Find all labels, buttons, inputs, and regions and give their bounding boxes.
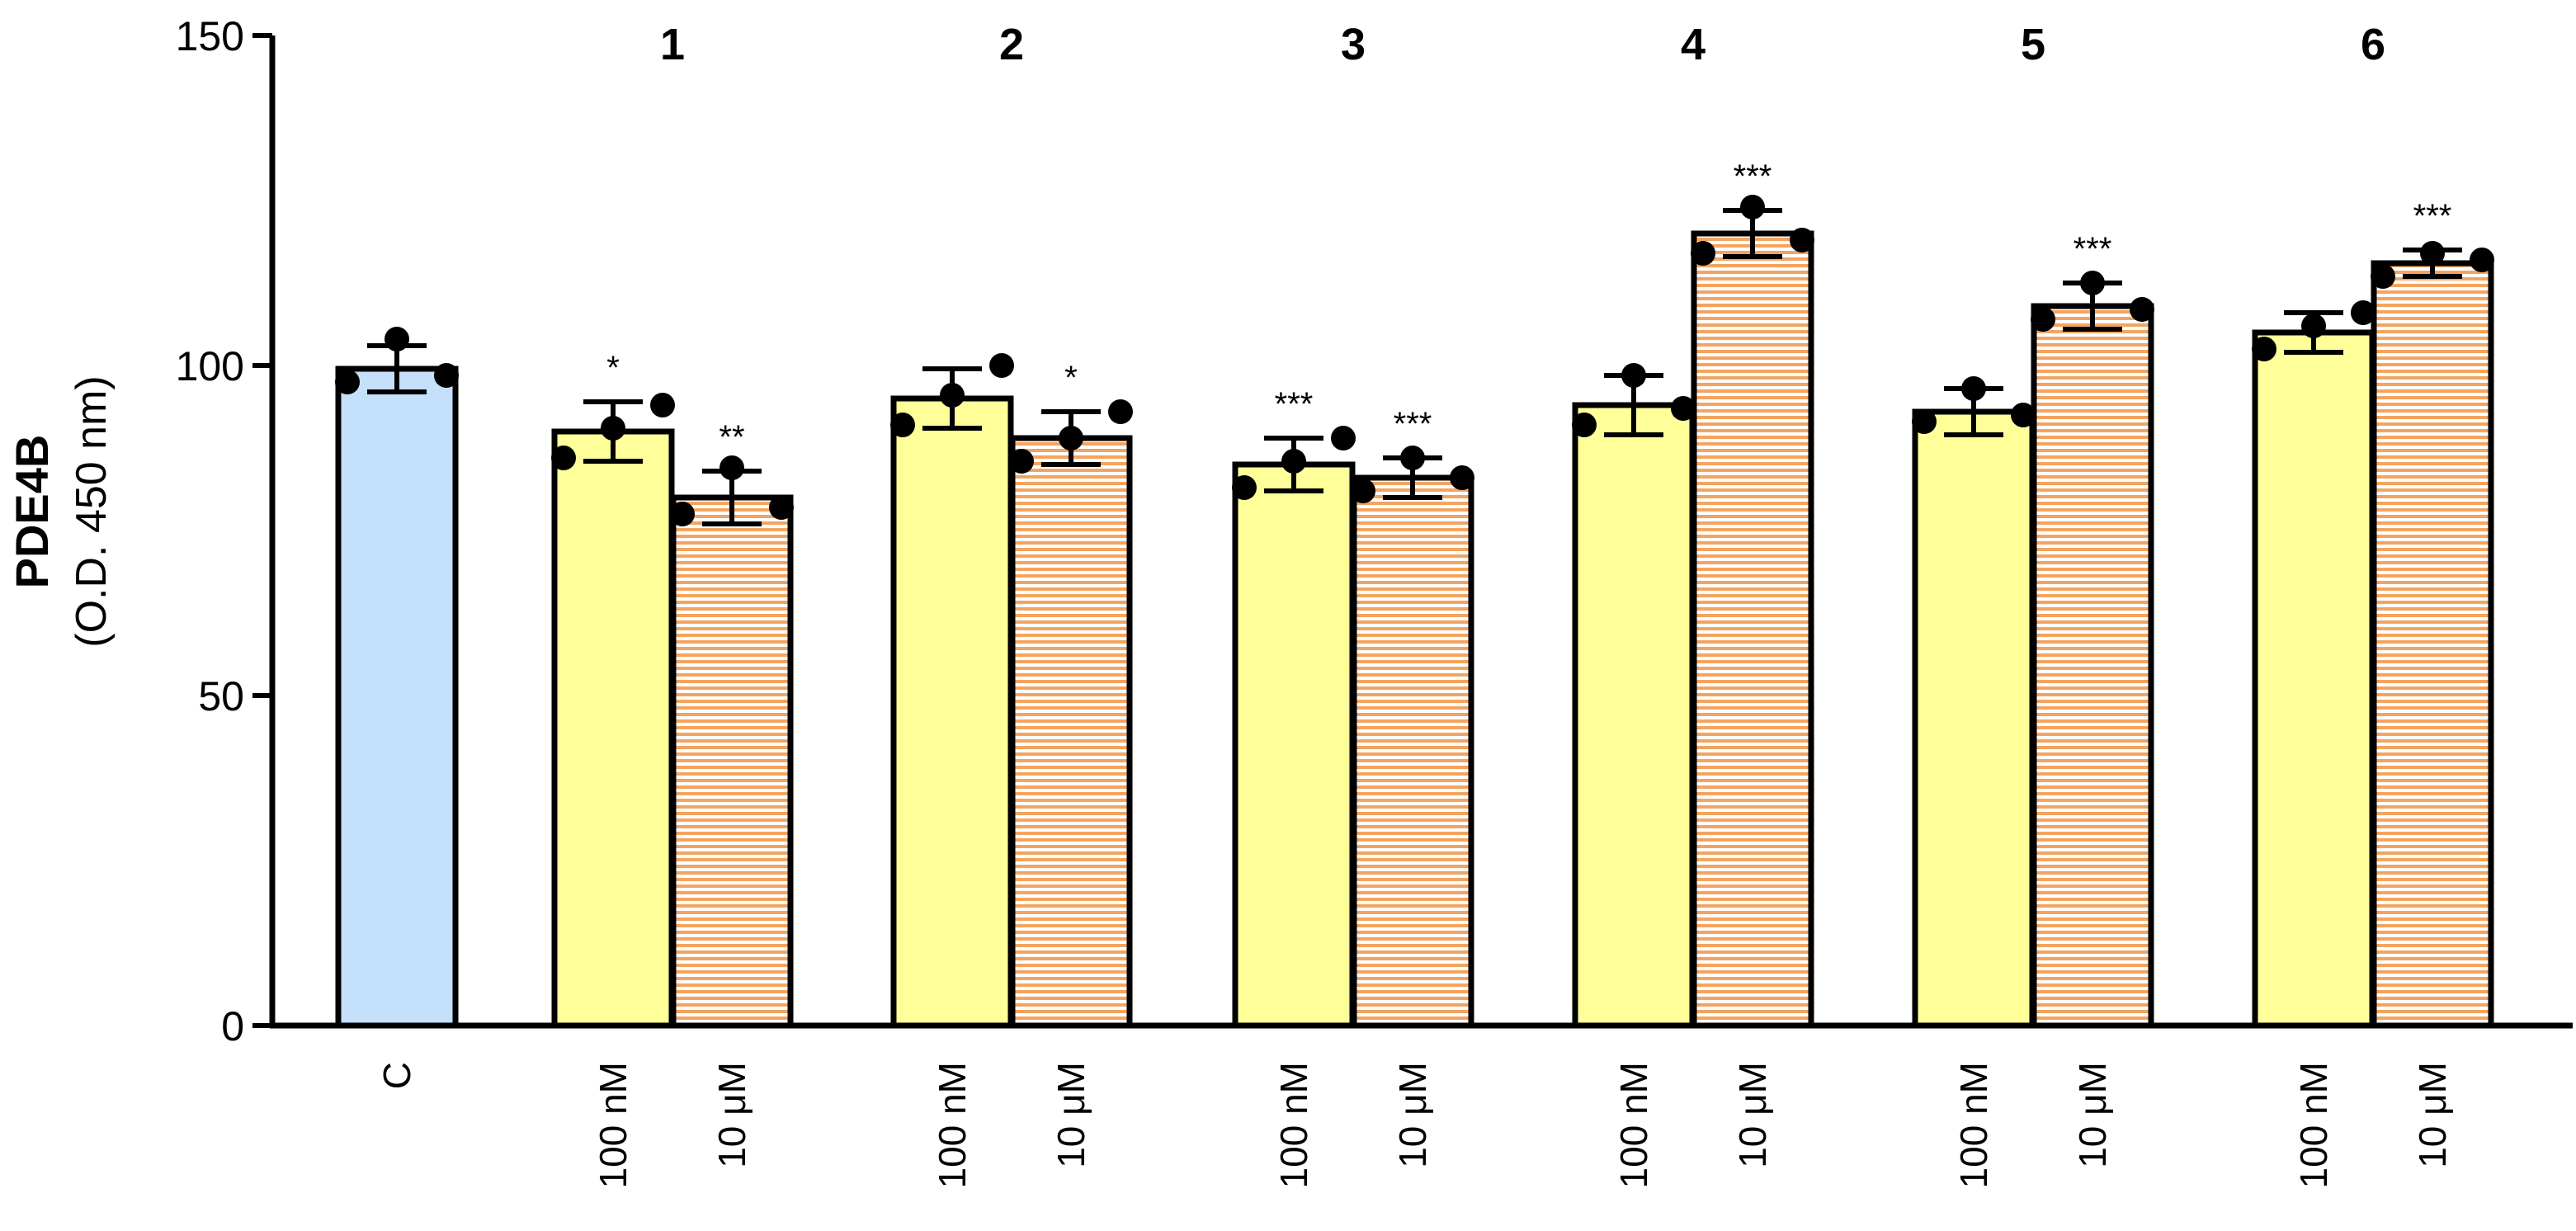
category-label: 100 nM [1952, 1062, 1995, 1188]
data-point [2420, 241, 2445, 266]
data-point [1691, 241, 1715, 266]
data-point [385, 327, 409, 351]
data-point [1671, 396, 1696, 421]
group-label: 6 [2361, 20, 2385, 69]
group-label: 5 [2021, 20, 2045, 69]
data-point [1331, 426, 1356, 450]
bar [1572, 402, 1696, 1029]
y-tick-label: 0 [221, 1003, 244, 1049]
data-point [2031, 307, 2055, 332]
category-label: 100 nM [931, 1062, 974, 1188]
data-point [650, 393, 675, 417]
data-point [1450, 465, 1474, 490]
bar [1232, 461, 1356, 1029]
significance-label: *** [1394, 406, 1432, 442]
data-point [1351, 479, 1375, 503]
significance-label: *** [1275, 386, 1314, 422]
data-point [2351, 300, 2375, 325]
y-tick-label: 50 [198, 673, 244, 719]
category-label: 10 μM [1050, 1062, 1092, 1168]
data-point [1281, 449, 1306, 474]
category-label: 100 nM [592, 1062, 635, 1188]
significance-label: *** [1734, 158, 1772, 195]
data-point [1961, 376, 1986, 401]
category-label: 100 nM [1272, 1062, 1315, 1188]
category-label: 10 μM [2411, 1062, 2454, 1168]
category-label: 10 μM [710, 1062, 753, 1168]
data-point [890, 413, 915, 437]
category-label: 10 μM [2071, 1062, 2114, 1168]
data-point [1108, 399, 1133, 424]
data-point [1621, 363, 1646, 388]
significance-label: * [1064, 360, 1078, 396]
group-label: 2 [999, 20, 1024, 69]
bars [335, 195, 2494, 1029]
data-point [335, 370, 360, 394]
significance-label: *** [2413, 198, 2452, 234]
category-label: C [375, 1062, 418, 1089]
data-point [2470, 248, 2494, 272]
bar [1691, 230, 1814, 1029]
group-label: 1 [660, 20, 685, 69]
data-point [601, 416, 625, 441]
data-point [551, 446, 576, 470]
labels: C * 100 nM ** 10 μM 1 100 nM * 10 μM 2 *** 100 nM **… [375, 20, 2454, 1188]
data-point [2080, 271, 2105, 295]
bar [1009, 435, 1133, 1029]
y-tick-label: 100 [176, 343, 244, 389]
data-point [769, 495, 794, 520]
data-point [1059, 426, 1083, 450]
bar [335, 366, 459, 1029]
bar [2371, 260, 2494, 1029]
data-point [670, 502, 695, 526]
data-point [2252, 337, 2276, 361]
data-point [1009, 449, 1034, 474]
bar [670, 494, 794, 1029]
bar [890, 395, 1014, 1029]
significance-label: * [606, 350, 620, 386]
significance-label: *** [2074, 231, 2112, 267]
data-point [2371, 264, 2395, 289]
data-point [940, 383, 965, 408]
bar [1351, 474, 1474, 1029]
category-label: 100 nM [1612, 1062, 1655, 1188]
bar [551, 428, 675, 1029]
data-point [2130, 297, 2154, 322]
data-point [719, 455, 744, 480]
y-axis-unit: (O.D. 450 nm) [68, 375, 116, 647]
y-tick-label: 150 [176, 13, 244, 59]
category-label: 10 μM [1731, 1062, 1774, 1168]
bar [2031, 303, 2154, 1029]
y-axis-label: PDE4B (O.D. 450 nm) [6, 375, 116, 647]
y-axis-title: PDE4B [6, 435, 58, 589]
data-point [2301, 314, 2326, 338]
group-label: 3 [1341, 20, 1366, 69]
bar [2252, 329, 2375, 1029]
group-label: 4 [1681, 20, 1706, 69]
data-point [1400, 446, 1425, 470]
data-point [1790, 228, 1814, 252]
bar [1912, 408, 2036, 1029]
data-point [2011, 403, 2036, 427]
category-label: 10 μM [1391, 1062, 1434, 1168]
data-point [1912, 409, 1937, 434]
category-label: 100 nM [2292, 1062, 2335, 1188]
data-point [1740, 195, 1765, 219]
data-point [989, 353, 1014, 378]
data-point [434, 363, 459, 388]
data-point [1232, 475, 1257, 500]
significance-label: ** [719, 419, 744, 455]
data-point [1572, 413, 1597, 437]
